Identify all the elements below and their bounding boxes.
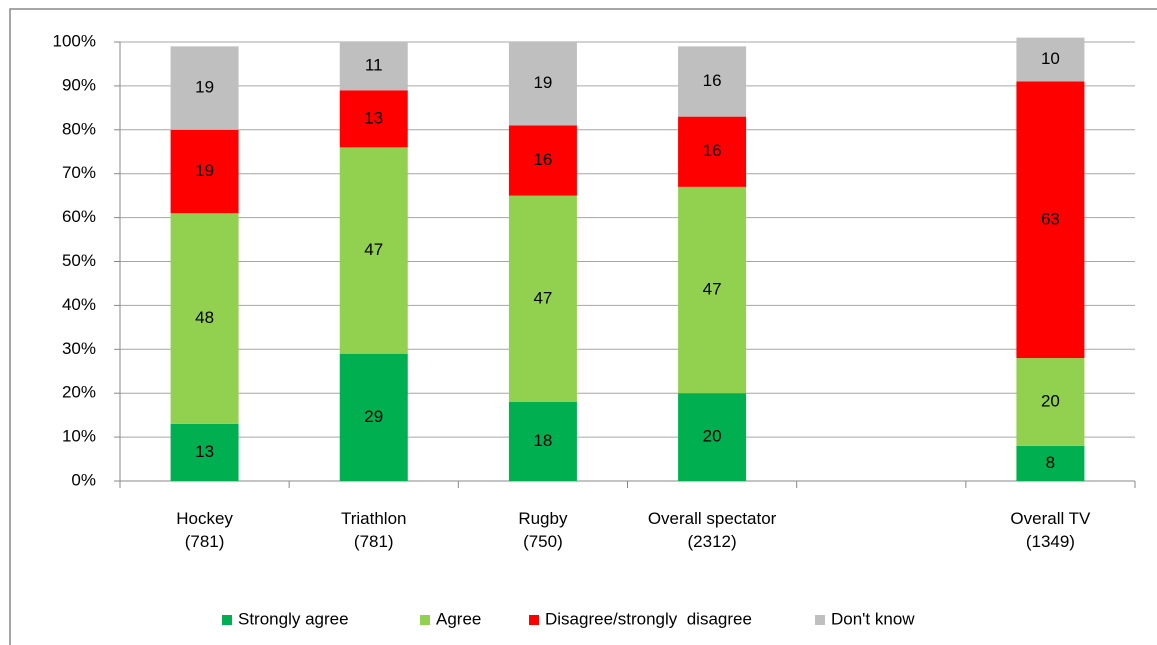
bar-segment — [170, 423, 239, 481]
y-tick-label: 30% — [62, 339, 96, 358]
data-label: 20 — [703, 427, 722, 446]
bar-segment — [170, 129, 239, 214]
legend-label: Agree — [436, 609, 481, 628]
bar-segment — [508, 125, 577, 196]
y-tick-label: 10% — [62, 427, 96, 446]
data-label: 13 — [364, 108, 383, 127]
data-label: 8 — [1046, 453, 1055, 472]
legend-label: Strongly agree — [238, 609, 349, 628]
x-tick-label: Rugby (750) — [518, 509, 568, 551]
y-tick-label: 20% — [62, 383, 96, 402]
data-label: 47 — [364, 240, 383, 259]
bar-segment — [1016, 81, 1085, 359]
bar-segment — [170, 46, 239, 130]
data-label: 47 — [533, 288, 552, 307]
bar-segment — [339, 90, 408, 148]
y-tick-label: 40% — [62, 295, 96, 314]
legend-swatch — [815, 615, 825, 625]
bar-segment — [339, 42, 408, 91]
data-label: 29 — [364, 407, 383, 426]
y-tick-label: 60% — [62, 207, 96, 226]
data-label: 48 — [195, 308, 214, 327]
legend-swatch — [529, 615, 539, 625]
legend-label: Disagree/strongly disagree — [545, 609, 752, 628]
bar-segment — [508, 42, 577, 126]
bar-segment — [678, 116, 747, 187]
chart-frame — [9, 8, 1157, 645]
bar-segment — [339, 147, 408, 354]
x-tick-label: Hockey (781) — [176, 509, 233, 551]
bar-segment — [339, 353, 408, 481]
x-tick-label: Triathlon (781) — [340, 509, 407, 551]
legend-swatch — [222, 615, 232, 625]
y-tick-label: 80% — [62, 119, 96, 138]
bar-segment — [508, 195, 577, 402]
data-label: 16 — [533, 150, 552, 169]
legend-swatch — [420, 615, 430, 625]
y-tick-label: 0% — [71, 470, 96, 489]
y-tick-label: 70% — [62, 163, 96, 182]
bar-segment — [1016, 445, 1085, 481]
data-label: 10 — [1041, 49, 1060, 68]
bar-segment — [1016, 37, 1085, 82]
y-tick-label: 50% — [62, 251, 96, 270]
data-label: 63 — [1041, 209, 1060, 228]
data-label: 19 — [533, 73, 552, 92]
data-label: 13 — [195, 442, 214, 461]
data-label: 20 — [1041, 391, 1060, 410]
data-label: 19 — [195, 78, 214, 97]
data-label: 19 — [195, 161, 214, 180]
data-label: 16 — [703, 71, 722, 90]
bar-segment — [678, 46, 747, 117]
bar-segment — [678, 186, 747, 394]
bar-segment — [678, 393, 747, 481]
data-label: 16 — [703, 141, 722, 160]
x-tick-label: Overall spectator (2312) — [647, 509, 777, 551]
y-tick-label: 90% — [62, 75, 96, 94]
legend-label: Don't know — [831, 609, 915, 628]
bar-segment — [1016, 358, 1085, 446]
bar-segment — [508, 401, 577, 481]
data-label: 11 — [365, 56, 383, 75]
x-tick-label: Overall TV (1349) — [1010, 509, 1091, 551]
bar-segment — [170, 213, 239, 424]
data-label: 47 — [703, 280, 722, 299]
data-label: 18 — [533, 431, 552, 450]
y-tick-label: 100% — [53, 31, 96, 50]
